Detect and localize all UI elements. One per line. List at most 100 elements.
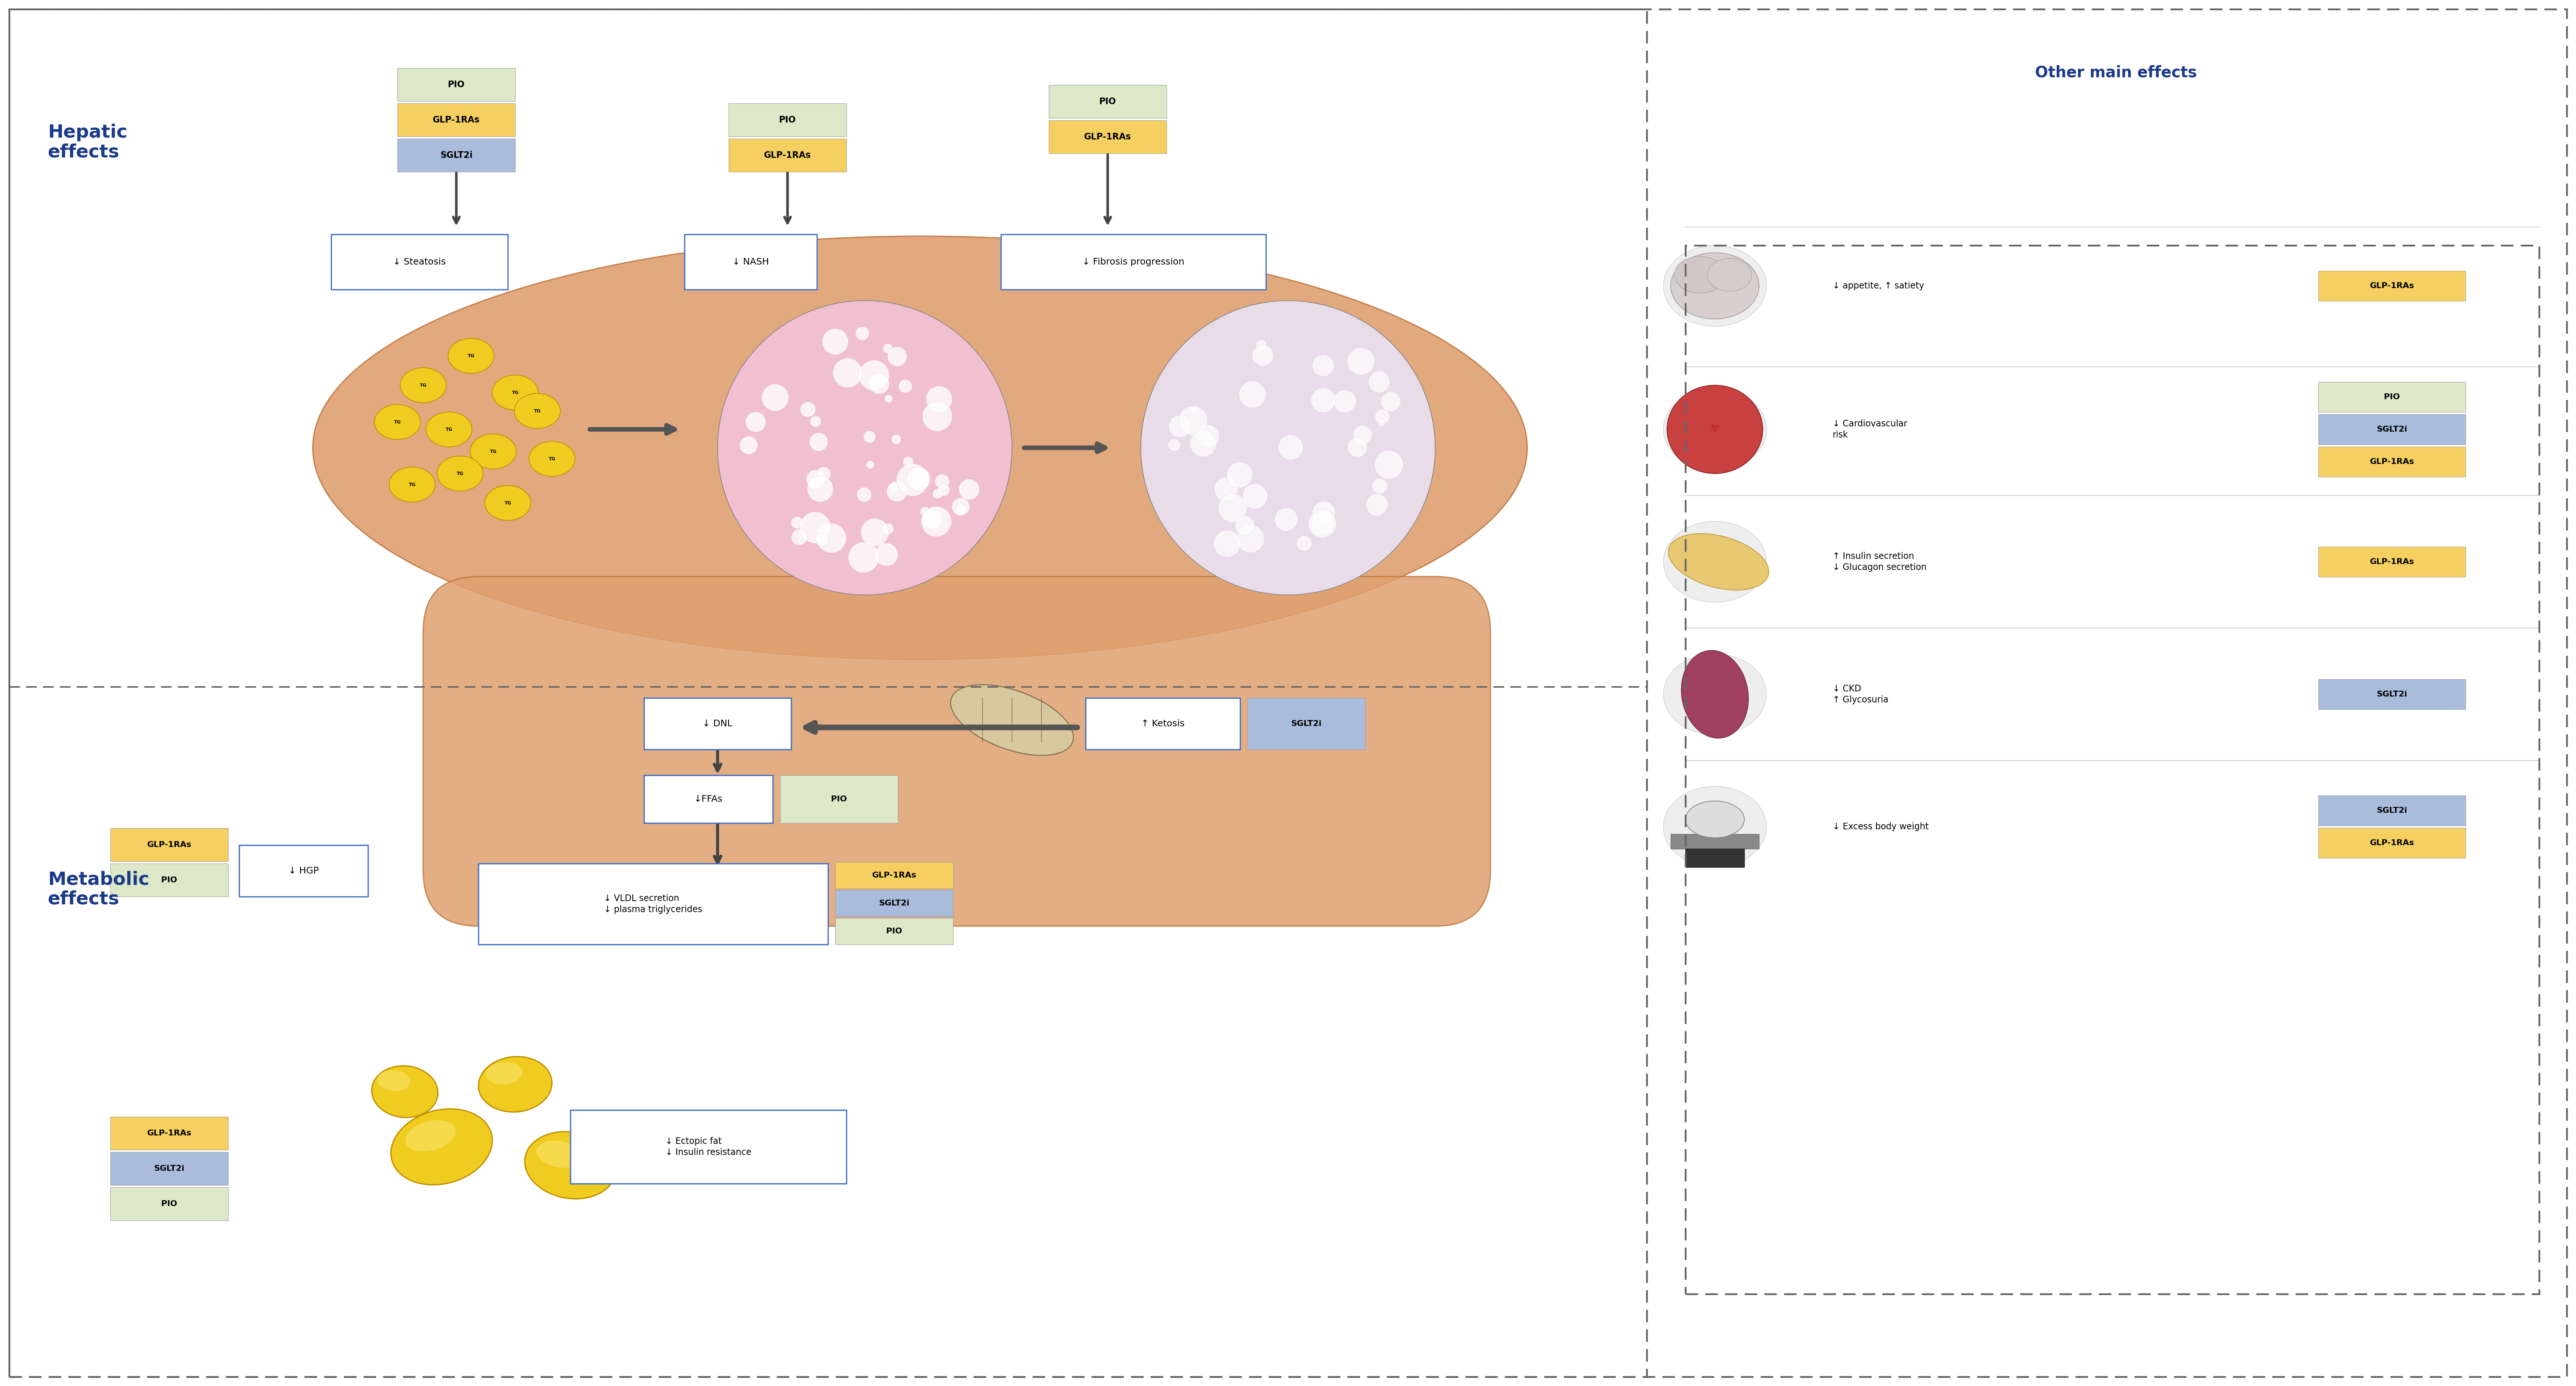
Circle shape (899, 380, 912, 392)
Ellipse shape (448, 338, 495, 373)
Text: ↓ CKD
↑ Glycosuria: ↓ CKD ↑ Glycosuria (1832, 685, 1888, 704)
Circle shape (1311, 502, 1334, 524)
Bar (644, 775, 773, 823)
Ellipse shape (487, 1062, 523, 1084)
Bar (644, 699, 791, 750)
Circle shape (884, 395, 891, 403)
Circle shape (1234, 516, 1255, 535)
Bar (685, 234, 817, 290)
Text: ↓ HGP: ↓ HGP (289, 866, 319, 876)
Circle shape (868, 374, 889, 394)
Circle shape (920, 507, 930, 517)
Circle shape (762, 384, 788, 412)
Text: SGLT2i: SGLT2i (440, 151, 471, 159)
Circle shape (719, 301, 1012, 595)
Bar (1672, 834, 1759, 848)
Bar (1685, 848, 1744, 868)
Bar (729, 139, 848, 172)
Circle shape (1242, 484, 1267, 509)
Bar (2318, 383, 2465, 412)
Circle shape (1311, 513, 1334, 536)
Text: TG: TG (505, 500, 510, 506)
Circle shape (1141, 301, 1435, 595)
Text: TG: TG (456, 471, 464, 475)
Text: GLP-1RAs: GLP-1RAs (2370, 840, 2414, 847)
Text: SGLT2i: SGLT2i (878, 900, 909, 906)
Circle shape (1236, 525, 1265, 553)
Circle shape (1309, 510, 1337, 538)
Circle shape (1352, 426, 1373, 445)
Circle shape (1213, 477, 1239, 500)
Circle shape (904, 456, 914, 467)
Text: TG: TG (549, 456, 556, 462)
Ellipse shape (376, 1070, 410, 1091)
Circle shape (1226, 462, 1252, 488)
Text: PIO: PIO (886, 927, 902, 936)
Bar (397, 139, 515, 172)
Text: GLP-1RAs: GLP-1RAs (147, 841, 191, 848)
Circle shape (1376, 409, 1388, 424)
Circle shape (922, 509, 943, 529)
Text: TG: TG (533, 409, 541, 413)
Circle shape (1218, 493, 1247, 523)
Text: GLP-1RAs: GLP-1RAs (433, 115, 479, 125)
Circle shape (1365, 493, 1388, 516)
Ellipse shape (1669, 534, 1770, 590)
Circle shape (1296, 536, 1311, 552)
Circle shape (922, 506, 951, 536)
Circle shape (858, 488, 871, 502)
Text: ↓ appetite, ↑ satiety: ↓ appetite, ↑ satiety (1832, 281, 1924, 290)
Circle shape (1311, 388, 1337, 413)
Text: GLP-1RAs: GLP-1RAs (765, 151, 811, 159)
Bar (1247, 699, 1365, 750)
Text: ↓ VLDL secretion
↓ plasma triglycerides: ↓ VLDL secretion ↓ plasma triglycerides (603, 894, 703, 913)
Ellipse shape (1664, 521, 1767, 603)
Bar (397, 104, 515, 136)
Ellipse shape (1708, 258, 1752, 291)
Circle shape (876, 543, 899, 565)
Text: ↓ DNL: ↓ DNL (703, 719, 732, 728)
Circle shape (1167, 439, 1180, 450)
FancyBboxPatch shape (422, 577, 1492, 926)
Bar (2318, 270, 2465, 301)
Circle shape (858, 360, 889, 391)
Text: PIO: PIO (162, 1200, 178, 1207)
Bar (2318, 546, 2465, 577)
Text: GLP-1RAs: GLP-1RAs (1084, 133, 1131, 141)
Circle shape (896, 464, 930, 496)
Bar (111, 829, 229, 861)
Circle shape (1278, 435, 1303, 460)
Circle shape (1376, 450, 1404, 480)
Bar (2318, 446, 2465, 477)
Ellipse shape (392, 1109, 492, 1185)
Bar (397, 68, 515, 101)
Text: ↓ Excess body weight: ↓ Excess body weight (1832, 822, 1929, 832)
Ellipse shape (484, 485, 531, 520)
Circle shape (884, 523, 894, 535)
Circle shape (1252, 345, 1273, 366)
Bar (1048, 121, 1167, 154)
Circle shape (1368, 371, 1391, 392)
Text: GLP-1RAs: GLP-1RAs (147, 1130, 191, 1137)
Circle shape (848, 542, 878, 572)
Text: Other main effects: Other main effects (2035, 65, 2197, 80)
Bar (111, 1152, 229, 1185)
Bar (1685, 245, 2540, 1295)
Circle shape (935, 474, 951, 489)
Text: TG: TG (394, 420, 402, 424)
Circle shape (1378, 419, 1386, 427)
Text: ↓ NASH: ↓ NASH (732, 258, 770, 266)
Text: Metabolic
effects: Metabolic effects (49, 870, 149, 908)
Text: PIO: PIO (832, 796, 848, 802)
Circle shape (801, 402, 817, 417)
Circle shape (889, 346, 907, 366)
Ellipse shape (399, 367, 446, 403)
Circle shape (933, 489, 943, 499)
Ellipse shape (536, 1141, 582, 1168)
Circle shape (866, 460, 873, 468)
Circle shape (822, 328, 848, 355)
Text: TG: TG (513, 391, 518, 395)
Circle shape (806, 470, 824, 489)
Bar (479, 863, 827, 944)
Circle shape (907, 467, 930, 491)
